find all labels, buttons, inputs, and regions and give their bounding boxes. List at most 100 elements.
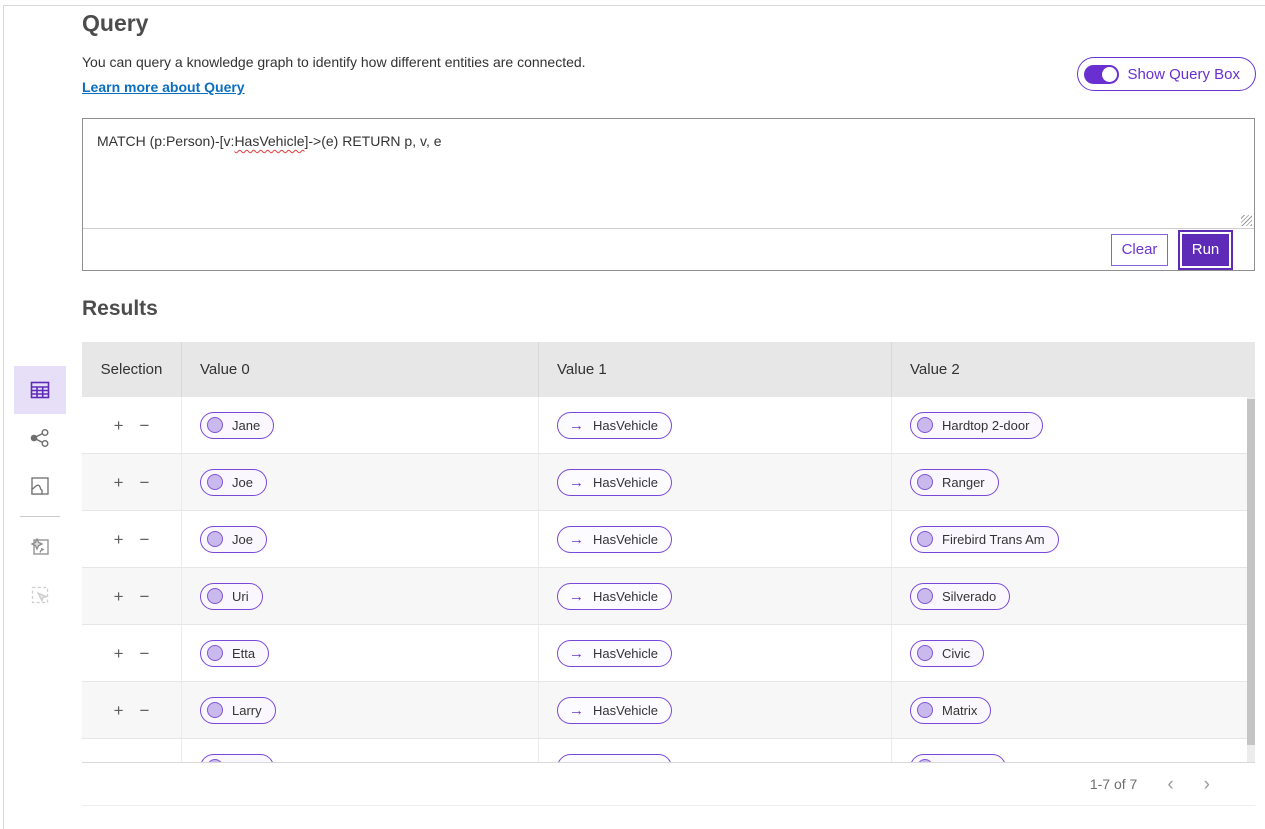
scrollbar-thumb[interactable] (1247, 399, 1255, 745)
sidebar-item-map-view[interactable] (14, 462, 66, 510)
value1-cell: → HasVehicle (538, 397, 891, 453)
remove-from-selection-button[interactable]: − (139, 529, 150, 549)
table-row: + − Joe → HasVehicle Ranger (82, 454, 1255, 511)
remove-from-selection-button[interactable]: − (139, 643, 150, 663)
entity-pill[interactable]: Joe (200, 525, 267, 553)
toggle-switch-icon[interactable] (1084, 64, 1120, 84)
value0-cell: Etta (181, 625, 538, 681)
relationship-label: HasVehicle (593, 588, 659, 604)
textarea-resize-handle[interactable] (1241, 215, 1252, 226)
remove-from-selection-button[interactable]: − (139, 700, 150, 720)
entity-icon (207, 417, 223, 433)
relationship-pill[interactable]: → HasVehicle (557, 696, 673, 724)
arrow-right-icon: → (569, 760, 584, 763)
value0-cell: Uri (181, 568, 538, 624)
value2-cell: Hardtop 2-door (891, 397, 1255, 453)
entity-pill[interactable]: Civic (910, 639, 985, 667)
selection-cell: + − (82, 454, 181, 510)
add-to-selection-button[interactable]: + (113, 586, 124, 606)
entity-pill[interactable]: Ranger (910, 468, 999, 496)
entity-label: Uri (232, 588, 249, 604)
pagination-controls: ‹ › (1167, 775, 1210, 794)
sidebar-item-link-chart-view[interactable] (14, 414, 66, 462)
previous-page-icon[interactable]: ‹ (1167, 773, 1174, 795)
results-view-sidebar (14, 366, 66, 619)
relationship-pill[interactable]: → HasVehicle (557, 525, 673, 553)
sidebar-item-table-view[interactable] (14, 366, 66, 414)
page-title: Query (82, 10, 149, 36)
query-actions-bar: Clear Run (83, 228, 1254, 270)
add-to-selection-button[interactable]: + (114, 759, 124, 763)
entity-pill[interactable]: Silverado (910, 582, 1011, 610)
add-to-selection-button[interactable]: + (113, 529, 124, 549)
relationship-label: HasVehicle (593, 474, 659, 490)
entity-icon (917, 702, 933, 718)
query-text-before: MATCH (p:Person)-[v: (97, 133, 235, 149)
entity-label: Joe (232, 531, 253, 547)
relationship-pill[interactable]: → HasVehicle (557, 582, 673, 610)
show-query-box-toggle[interactable]: Show Query Box (1077, 57, 1256, 91)
value2-cell: Firebird Trans Am (891, 511, 1255, 567)
entity-pill[interactable]: Firebird Trans Am (910, 525, 1059, 553)
selection-cell: + − (82, 511, 181, 567)
entity-pill[interactable]: Etta (200, 639, 270, 667)
table-row: + − Uri → HasVehicle Silverado (82, 568, 1255, 625)
add-to-selection-button[interactable]: + (113, 643, 124, 663)
entity-label: Ranger (942, 474, 985, 490)
entity-icon (917, 759, 933, 762)
entity-label: Hardtop 2-door (942, 417, 1030, 433)
table-body: + − Jane → HasVehicle Hardtop 2-door + − (82, 397, 1255, 762)
entity-pill[interactable]: Mustang (910, 753, 1006, 762)
results-table: Selection Value 0 Value 1 Value 2 + − Ja… (82, 342, 1255, 806)
selection-cell: + − (82, 739, 181, 763)
relationship-pill[interactable]: → HasVehicle (557, 411, 673, 439)
relationship-pill[interactable]: → HasVehicle (557, 753, 673, 763)
arrow-right-icon: → (569, 416, 584, 434)
sidebar-item-add-to-map[interactable] (14, 523, 66, 571)
add-to-selection-button[interactable]: + (113, 472, 124, 492)
value0-cell: Larry (181, 682, 538, 738)
remove-from-selection-button[interactable]: − (139, 586, 150, 606)
remove-from-selection-button[interactable]: − (139, 415, 150, 435)
run-button[interactable]: Run (1182, 233, 1229, 266)
next-page-icon[interactable]: › (1203, 773, 1210, 795)
entity-label: Civic (942, 645, 971, 661)
relationship-label: HasVehicle (593, 417, 659, 433)
entity-pill[interactable]: Matrix (910, 696, 992, 724)
remove-from-selection-button[interactable]: − (140, 759, 150, 763)
arrow-right-icon: → (569, 587, 584, 605)
add-to-selection-button[interactable]: + (113, 700, 124, 720)
add-to-map-icon (30, 537, 49, 555)
column-header-value1: Value 1 (538, 342, 891, 397)
entity-pill[interactable]: Jane (200, 753, 275, 762)
results-title: Results (82, 297, 158, 320)
entity-label: Larry (232, 702, 262, 718)
query-textarea[interactable]: MATCH (p:Person)-[v:HasVehicle]->(e) RET… (83, 119, 1254, 228)
value0-cell: Jane (181, 397, 538, 453)
link-chart-view-icon (30, 429, 49, 447)
pagination-range: 1-7 of 7 (1089, 776, 1138, 792)
value2-cell: Matrix (891, 682, 1255, 738)
table-header-row: Selection Value 0 Value 1 Value 2 (82, 342, 1255, 397)
value2-cell: Silverado (891, 568, 1255, 624)
entity-pill[interactable]: Joe (200, 468, 267, 496)
entity-pill[interactable]: Jane (200, 411, 275, 439)
entity-pill[interactable]: Hardtop 2-door (910, 411, 1044, 439)
table-scrollbar[interactable] (1247, 397, 1255, 762)
entity-icon (207, 531, 223, 547)
entity-pill[interactable]: Uri (200, 582, 263, 610)
clear-button[interactable]: Clear (1111, 233, 1168, 266)
selection-cell: + − (82, 625, 181, 681)
add-to-selection-button[interactable]: + (113, 415, 124, 435)
entity-pill[interactable]: Larry (200, 696, 276, 724)
table-row: + − Jane → HasVehicle Mustang (82, 739, 1255, 762)
arrow-right-icon: → (569, 473, 584, 491)
arrow-right-icon: → (569, 644, 584, 662)
learn-more-link[interactable]: Learn more about Query (82, 79, 245, 95)
relationship-pill[interactable]: → HasVehicle (557, 639, 673, 667)
relationship-pill[interactable]: → HasVehicle (557, 468, 673, 496)
panel-top-border (3, 5, 1265, 6)
remove-from-selection-button[interactable]: − (139, 472, 150, 492)
arrow-right-icon: → (569, 530, 584, 548)
value2-cell: Ranger (891, 454, 1255, 510)
